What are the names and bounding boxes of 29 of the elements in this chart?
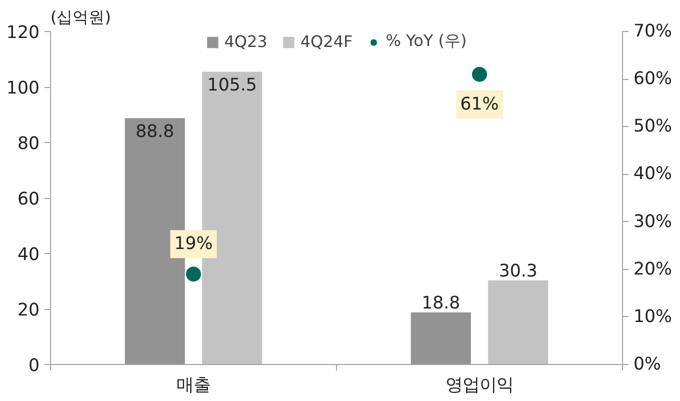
y-tick-label: 100 [6,78,40,98]
y-tick-label: 120 [6,23,40,43]
bar [488,280,548,364]
data-label: 88.8 [136,122,174,142]
data-label: 18.8 [422,293,460,314]
y2-tick-label: 10% [634,306,672,327]
y2-tick-label: 60% [634,69,672,90]
y-tick-label: 60 [17,190,40,210]
y-tick-label: 20 [17,300,40,320]
x-tick-label: 매출 [176,376,210,396]
x-tick-label: 영업이익 [446,376,514,396]
y-axis-title: (십억원) [50,8,111,26]
data-label: 61% [460,94,499,114]
y2-tick-label: 50% [634,116,672,137]
legend-label: % YoY (우) [386,31,467,52]
y-tick-label: 80 [17,134,40,154]
bar [410,312,471,364]
y2-tick-label: 40% [634,164,672,184]
legend-label: 4Q24F [300,32,353,51]
y-tick-label: 0 [28,356,40,376]
data-label: 105.5 [207,76,257,96]
data-label: 19% [174,234,213,254]
legend-label: 4Q23 [224,32,268,51]
y2-tick-label: 0% [634,354,661,374]
y2-tick-label: 70% [634,22,672,42]
y-tick-label: 40 [17,245,40,265]
y2-tick-label: 20% [634,259,672,280]
y2-tick-label: 30% [634,212,672,232]
data-label: 30.3 [498,261,538,282]
